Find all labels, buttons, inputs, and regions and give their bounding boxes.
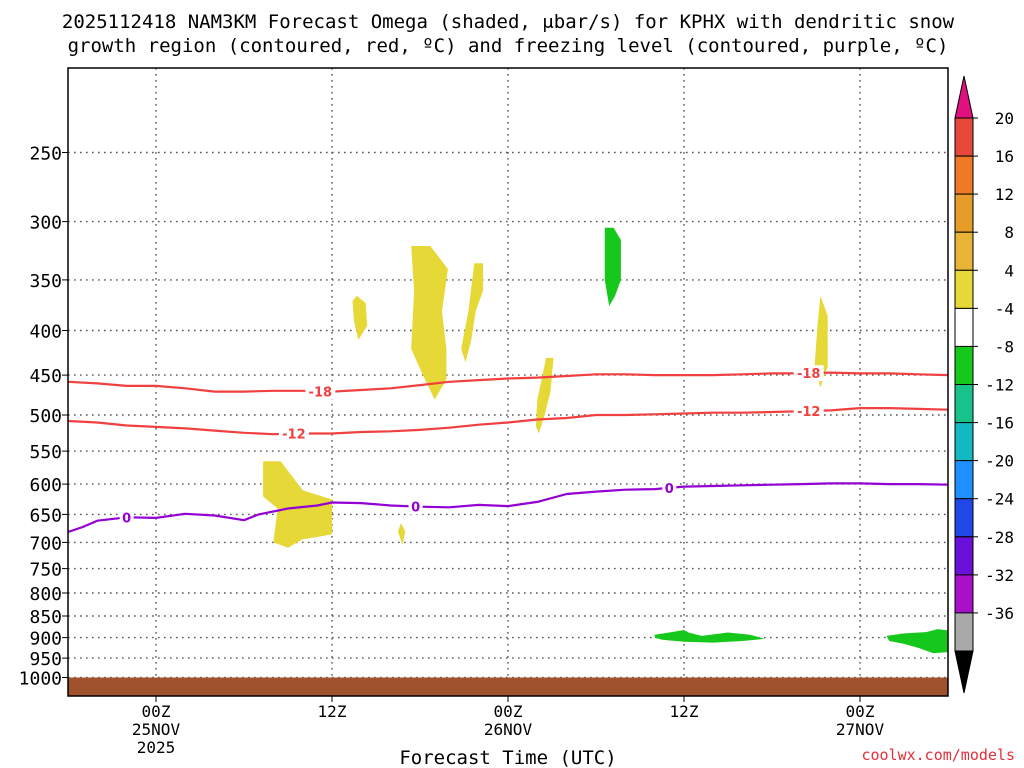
colorbar-label: 8	[1004, 223, 1014, 242]
contour-label-dgz_-12: -12	[282, 428, 306, 443]
colorbar-label: -8	[995, 337, 1014, 356]
contour-label-bg	[119, 509, 134, 526]
y-tick-label: 900	[29, 629, 62, 650]
contour-label-dgz_-18: -18	[797, 367, 821, 382]
contour-label-freezing_0: 0	[411, 501, 420, 516]
y-tick-label: 1000	[19, 669, 62, 690]
omega-shaded-region-3	[411, 246, 448, 400]
colorbar-swatch-3	[954, 231, 974, 271]
contour-freezing_0	[67, 482, 949, 534]
y-axis: 2503003504004505005506006507007508008509…	[19, 144, 68, 690]
y-tick-label: 500	[29, 406, 62, 427]
y-tick-label: 450	[29, 366, 62, 387]
x-tick-date-label: 27NOV	[836, 720, 885, 739]
y-tick-label: 700	[29, 533, 62, 554]
contour-label-freezing_0: 0	[122, 511, 131, 526]
x-axis-title: Forecast Time (UTC)	[399, 747, 616, 768]
contour-label-dgz_-18: -18	[309, 385, 333, 400]
colorbar-swatch-9	[954, 460, 974, 500]
colorbar-label: -16	[985, 414, 1014, 433]
colorbar-swatch-6	[954, 345, 974, 385]
colorbar-label: 12	[995, 185, 1014, 204]
colorbar-top-arrow	[954, 75, 974, 119]
colorbar-label: 20	[995, 109, 1014, 128]
y-tick-label: 650	[29, 505, 62, 526]
colorbar-swatch-12	[954, 574, 974, 614]
omega-shaded-region-7	[604, 227, 621, 307]
colorbar-swatch-10	[954, 498, 974, 538]
colorbar-swatch-11	[954, 536, 974, 576]
x-tick-label: 00Z	[494, 702, 523, 721]
y-tick-label: 850	[29, 607, 62, 628]
x-tick-date-label: 26NOV	[484, 720, 533, 739]
contour-label-bg	[662, 479, 677, 496]
colorbar-swatch-1	[954, 155, 974, 195]
colorbar-swatch-7	[954, 384, 974, 424]
x-tick-date-label: 25NOV	[132, 720, 181, 739]
colorbar-bottom-arrow	[954, 650, 974, 694]
colorbar-label: -12	[985, 376, 1014, 395]
omega-shaded-region-4	[461, 263, 484, 363]
colorbar-swatch-5	[954, 307, 974, 347]
colorbar-label: -4	[995, 299, 1014, 318]
colorbar-swatch-8	[954, 422, 974, 462]
contour-label-bg	[793, 365, 824, 382]
contour-label-freezing_0: 0	[665, 482, 674, 497]
contour-label-bg	[793, 403, 824, 419]
colorbar-label: -24	[985, 490, 1014, 509]
omega-shaded-region-9	[886, 629, 948, 654]
contour-label-bg	[408, 498, 423, 515]
y-tick-label: 250	[29, 144, 62, 165]
colorbar-label: -28	[985, 528, 1014, 547]
contour-label-dgz_-12: -12	[797, 405, 821, 420]
colorbar-label: -20	[985, 452, 1014, 471]
colorbar-swatch-13	[954, 612, 974, 652]
y-tick-label: 300	[29, 213, 62, 234]
credit-link[interactable]: coolwx.com/models	[861, 746, 1015, 764]
y-tick-label: 950	[29, 649, 62, 670]
colorbar: 20 16 12 8 4 -4 -8 -12 -16 -20 -24 -28 -32 -36	[954, 75, 1014, 694]
omega-shaded-region-6	[814, 295, 828, 388]
colorbar-label: -32	[985, 566, 1014, 585]
colorbar-label: -36	[985, 604, 1014, 623]
colorbar-label: 4	[1004, 261, 1014, 280]
omega-shaded-region-8	[654, 630, 765, 643]
y-tick-label: 600	[29, 475, 62, 496]
colorbar-swatch-4	[954, 269, 974, 309]
plot-area: -18 -18 -12 -12 0 0 0	[67, 67, 949, 697]
y-tick-label: 800	[29, 584, 62, 605]
y-tick-label: 350	[29, 271, 62, 292]
x-tick-label: 00Z	[142, 702, 171, 721]
omega-shaded-region-1	[398, 523, 406, 546]
y-tick-label: 550	[29, 442, 62, 463]
chart-title-line2: growth region (contoured, red, ºC) and f…	[68, 35, 949, 57]
x-tick-label: 12Z	[318, 702, 347, 721]
y-tick-label: 750	[29, 560, 62, 581]
omega-shaded-region-0	[263, 461, 332, 548]
y-tick-label: 400	[29, 322, 62, 343]
x-tick-year-label: 2025	[137, 738, 176, 757]
ground-terrain	[68, 677, 948, 696]
contour-label-bg	[305, 383, 336, 400]
chart-title-line1: 2025112418 NAM3KM Forecast Omega (shaded…	[62, 11, 955, 33]
colorbar-swatch-0	[954, 117, 974, 157]
colorbar-swatch-2	[954, 193, 974, 233]
colorbar-label: 16	[995, 147, 1014, 166]
x-tick-label: 00Z	[846, 702, 875, 721]
contour-label-bg	[278, 425, 309, 442]
omega-shaded-region-2	[352, 295, 368, 340]
x-tick-label: 12Z	[670, 702, 699, 721]
